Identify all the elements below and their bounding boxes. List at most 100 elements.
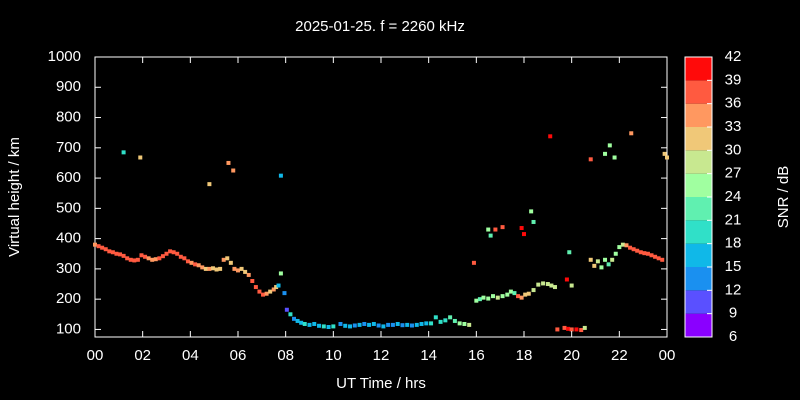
point [531,288,536,293]
point [390,322,395,327]
point [352,323,357,328]
y-tick-label: 600 [56,169,81,186]
point [474,298,479,303]
point [225,256,230,261]
point [579,328,584,333]
point [612,155,617,160]
colorbar-band [685,313,712,337]
point [660,257,665,262]
point [588,157,593,162]
point [232,266,237,271]
point [331,324,336,329]
point [250,279,255,283]
point [523,292,528,297]
point [168,249,173,254]
points [93,131,669,333]
colorbar-band [685,173,712,197]
point [491,294,496,299]
point [519,295,524,300]
point [526,291,531,296]
point [386,322,391,327]
point [443,318,448,323]
point [321,324,326,329]
point [574,327,579,332]
point [138,155,143,160]
point [649,253,654,258]
point [409,323,414,328]
point [371,321,376,326]
point [519,226,524,231]
point [462,321,467,326]
point [376,323,381,328]
point [178,254,183,259]
point [486,227,491,232]
point [620,242,625,247]
point [132,258,137,263]
point [295,318,300,323]
colorbar-tick-label: 39 [725,71,742,88]
point [624,243,629,248]
colorbar-band [685,243,712,267]
chart-title: 2025-01-25. f = 2260 kHz [295,18,465,35]
point [231,168,236,173]
point [395,321,400,326]
point [253,285,258,290]
point [635,248,640,253]
point [239,266,244,271]
point [271,287,276,292]
colorbar-tick-label: 33 [725,118,742,135]
point [628,245,633,250]
point [477,297,482,302]
colorbar-tick-label: 12 [725,281,742,298]
colorbar-tick-label: 36 [725,95,742,112]
point [607,143,612,148]
point [302,321,307,326]
point [613,251,618,256]
point [171,250,176,255]
point [414,322,419,327]
point [243,269,248,274]
point [107,249,112,254]
y-tick-label: 1000 [48,48,81,65]
x-tick-label: 16 [468,347,485,364]
point [274,285,279,290]
x-tick-label: 08 [277,347,294,364]
point [541,281,546,286]
point [236,268,240,273]
point [531,219,536,224]
point [121,253,126,258]
point [343,323,348,328]
point [210,266,215,271]
point [348,324,353,329]
point [175,251,180,256]
point [500,294,505,299]
point [153,257,158,262]
point [299,320,304,325]
y-tick-label: 100 [56,320,81,337]
point [522,232,526,237]
point [278,173,283,178]
point [110,250,115,255]
point [564,277,569,282]
point [146,256,151,261]
y-tick-label: 500 [56,199,81,216]
colorbar-tick-label: 30 [725,141,742,158]
point [268,289,273,294]
point [549,283,554,288]
point [261,292,266,297]
point [629,131,634,136]
point [257,289,262,294]
point [276,283,281,288]
x-tick-label: 00 [659,347,676,364]
point [317,323,322,328]
point [103,247,108,252]
colorbar-tick-label: 15 [725,258,742,275]
point [282,291,287,296]
y-tick-label: 200 [56,290,81,307]
x-axis-label: UT Time / hrs [336,375,426,392]
point [400,323,405,328]
y-tick-label: 800 [56,109,81,126]
point [150,257,155,262]
colorbar-band [685,220,712,244]
point [582,325,587,330]
